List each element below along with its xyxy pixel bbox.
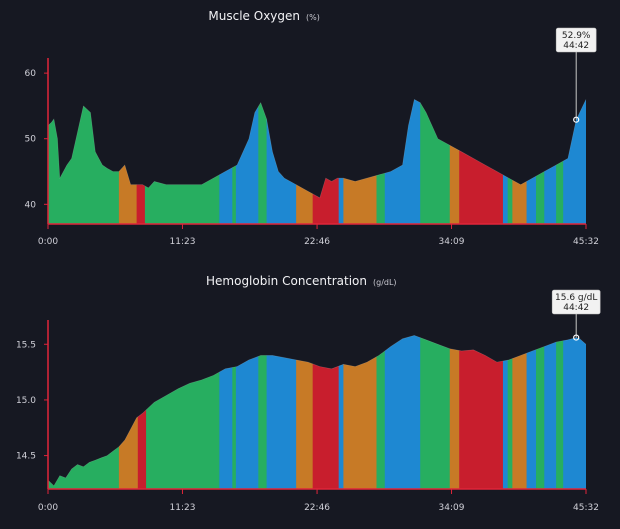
zone-blue <box>266 335 297 489</box>
zone-green <box>556 99 564 224</box>
zone-orange <box>343 335 377 489</box>
y-tick-label: 15.5 <box>16 340 36 350</box>
zone-green <box>48 335 120 489</box>
zone-green <box>556 335 564 489</box>
y-tick-label: 15.0 <box>16 396 36 406</box>
zone-blue <box>384 335 421 489</box>
zone-green <box>536 99 545 224</box>
zone-green <box>144 99 220 224</box>
tooltip-marker <box>573 334 580 341</box>
zone-orange <box>512 335 527 489</box>
zone-green <box>258 99 268 224</box>
zone-blue <box>502 335 509 489</box>
zone-blue <box>563 99 586 224</box>
zone-orange <box>118 335 139 489</box>
zone-orange <box>512 99 527 224</box>
chart-unit: (g/dL) <box>373 278 397 287</box>
chart-title: Hemoglobin Concentration <box>206 274 367 288</box>
zone-blue <box>338 335 344 489</box>
x-tick-label: 22:46 <box>304 503 330 513</box>
zone-green <box>232 335 237 489</box>
zone-green <box>536 335 545 489</box>
x-tick-label: 11:23 <box>170 503 196 513</box>
y-tick-label: 60 <box>25 69 37 79</box>
zone-red <box>459 99 504 224</box>
zone-blue <box>384 99 421 224</box>
series-line <box>47 335 587 487</box>
y-tick-label: 14.5 <box>16 452 36 462</box>
zone-green <box>376 335 386 489</box>
x-tick-label: 0:00 <box>38 503 58 513</box>
zone-green <box>420 335 451 489</box>
zone-blue <box>235 99 259 224</box>
zone-orange <box>118 99 138 224</box>
zone-blue <box>526 335 537 489</box>
zone-red <box>137 335 147 489</box>
x-tick-label: 11:23 <box>170 237 196 247</box>
zone-green <box>507 99 513 224</box>
x-tick-label: 45:32 <box>573 503 599 513</box>
zone-blue <box>266 99 297 224</box>
zone-green <box>376 99 386 224</box>
zone-green <box>48 99 120 224</box>
x-tick-label: 34:09 <box>439 503 465 513</box>
zone-blue <box>526 99 537 224</box>
zone-blue <box>544 99 557 224</box>
zone-blue <box>219 335 233 489</box>
chart-title: Muscle Oxygen <box>208 9 300 23</box>
zone-blue <box>338 99 344 224</box>
zone-blue <box>235 335 259 489</box>
zone-orange <box>449 99 460 224</box>
tooltip-time: 44:42 <box>563 41 589 51</box>
x-tick-label: 0:00 <box>38 237 58 247</box>
zone-green <box>232 99 237 224</box>
tooltip-marker <box>573 116 580 123</box>
zone-orange <box>296 335 314 489</box>
y-tick-label: 50 <box>25 135 37 145</box>
zone-green <box>507 335 513 489</box>
chart-unit: (%) <box>306 13 320 22</box>
y-tick-label: 40 <box>25 200 37 210</box>
zone-orange <box>343 99 377 224</box>
tooltip-value: 52.9% <box>562 31 591 41</box>
zone-orange <box>449 335 460 489</box>
tooltip-box <box>551 289 601 315</box>
tooltip-value: 15.6 g/dL <box>555 293 597 303</box>
x-tick-label: 22:46 <box>304 237 330 247</box>
muscle-oxygen-chart: Muscle Oxygen (%) 40 50 60 0:00 11:23 22:46 34… <box>25 9 599 247</box>
intensity-zones <box>48 99 586 224</box>
zone-red <box>459 335 504 489</box>
zone-blue <box>219 99 233 224</box>
x-tick-label: 34:09 <box>439 237 465 247</box>
series-line <box>47 98 587 199</box>
zone-red <box>136 99 146 224</box>
hemoglobin-chart: Hemoglobin Concentration (g/dL) 14.5 15.0… <box>16 274 601 513</box>
tooltip-time: 44:42 <box>563 303 589 313</box>
zone-orange <box>296 99 314 224</box>
zone-blue <box>544 335 557 489</box>
zone-blue <box>502 99 509 224</box>
tooltip-box <box>555 27 597 53</box>
zone-blue <box>563 335 586 489</box>
zone-red <box>312 335 340 489</box>
intensity-zones <box>48 335 586 489</box>
zone-red <box>312 99 340 224</box>
zone-green <box>258 335 268 489</box>
x-tick-label: 45:32 <box>573 237 599 247</box>
zone-green <box>420 99 451 224</box>
